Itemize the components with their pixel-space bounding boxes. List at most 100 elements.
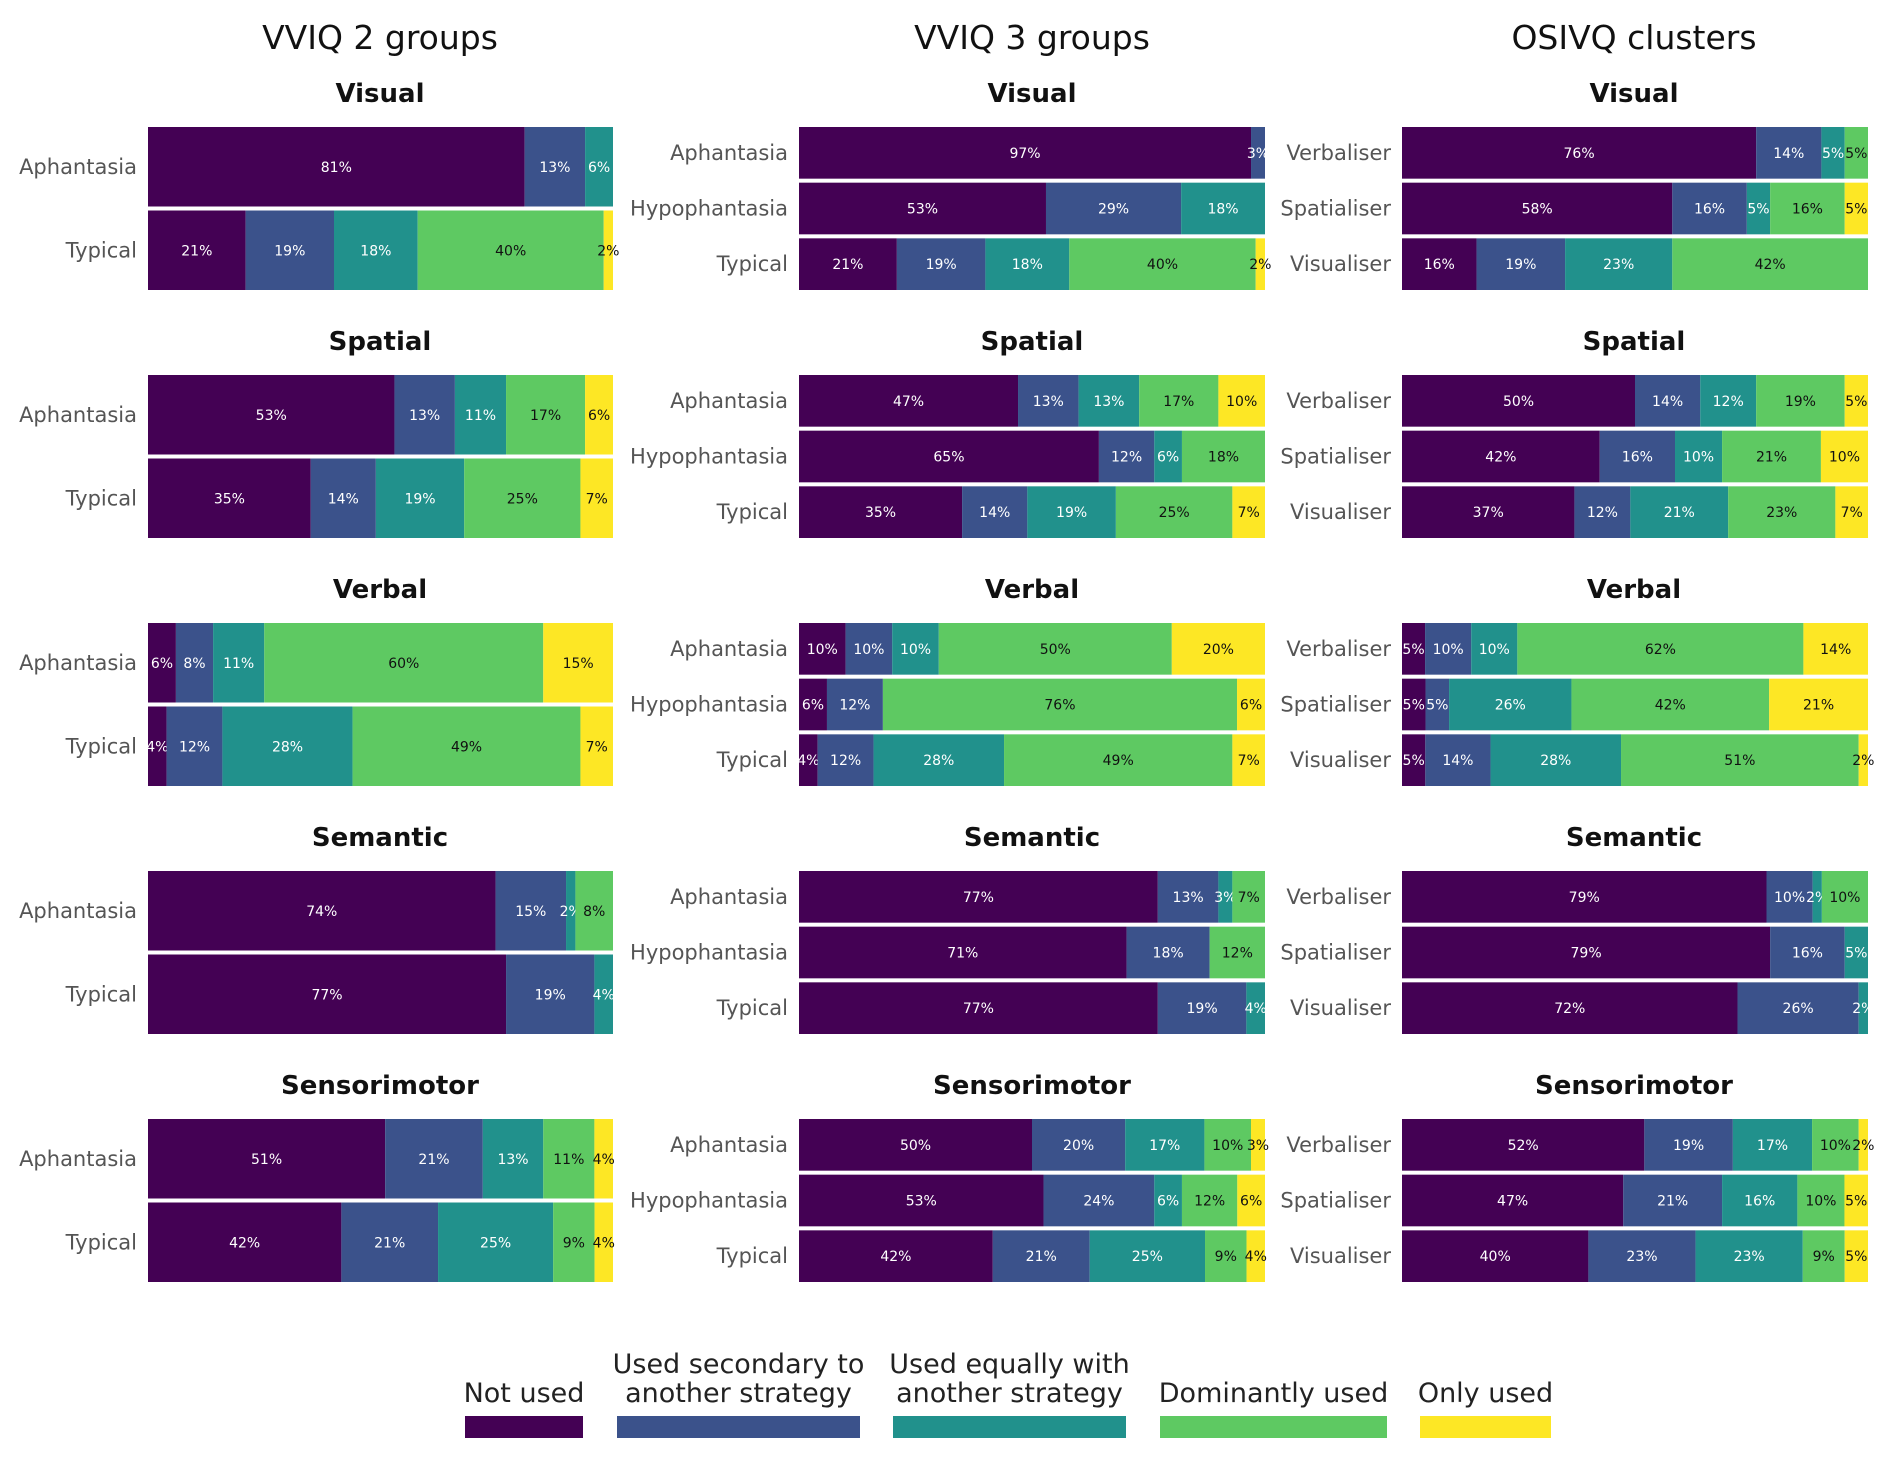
bar-segment-used-equally-with-another-strategy xyxy=(1722,1174,1798,1227)
bar-segment-used-equally-with-another-strategy xyxy=(585,127,613,207)
data-label: 65% xyxy=(933,450,964,466)
data-label: 49% xyxy=(1103,753,1134,769)
bar-segment-dominantly-used xyxy=(1181,430,1265,483)
data-label: 5% xyxy=(1822,146,1844,162)
bar-segment-used-equally-with-another-strategy xyxy=(1471,623,1518,675)
data-label: 20% xyxy=(1203,642,1234,658)
panel-title: Spatial xyxy=(1583,327,1686,357)
bar-segment-not-used xyxy=(1402,982,1738,1034)
bar-segment-only-used xyxy=(1237,678,1265,731)
data-label: 7% xyxy=(1238,505,1260,521)
data-label: 17% xyxy=(1757,1138,1788,1154)
data-label: 4% xyxy=(146,739,168,755)
data-label: 16% xyxy=(1792,202,1823,218)
group-label-aphantasia: Aphantasia xyxy=(19,651,137,675)
data-label: 14% xyxy=(328,491,359,507)
bar-segment-dominantly-used xyxy=(1672,238,1868,290)
bar-segment-dominantly-used xyxy=(1756,375,1845,427)
data-label: 3% xyxy=(1214,890,1236,906)
data-label: 23% xyxy=(1734,1249,1765,1265)
panel-title: Visual xyxy=(987,79,1076,109)
bar-segment-not-used xyxy=(799,926,1127,979)
group-label-typical: Typical xyxy=(65,982,137,1006)
data-label: 28% xyxy=(1540,753,1571,769)
bar-segment-not-used xyxy=(799,182,1046,235)
data-label: 4% xyxy=(1245,1249,1267,1265)
data-label: 77% xyxy=(963,1001,994,1017)
data-label: 21% xyxy=(1664,505,1695,521)
data-label: 18% xyxy=(1207,202,1238,218)
data-label: 14% xyxy=(1773,146,1804,162)
legend-swatch-not-used xyxy=(465,1416,583,1438)
bar-segment-not-used xyxy=(148,623,176,703)
panel-vviq-2-groups-visual: Visual Aphantasia 81% 13% 6% Typical 21% 19% 18%… xyxy=(19,79,619,290)
bar-segment-not-used xyxy=(148,1202,342,1282)
bar-segment-only-used xyxy=(1251,1119,1265,1171)
data-label: 2% xyxy=(1852,753,1874,769)
data-label: 21% xyxy=(832,257,863,273)
data-label: 77% xyxy=(311,987,342,1003)
bar-segment-used-equally-with-another-strategy xyxy=(1812,871,1822,923)
legend-swatch-used-secondary-to-another-strategy xyxy=(617,1416,860,1438)
bar-segment-used-equally-with-another-strategy xyxy=(1027,486,1116,538)
bar-segment-used-equally-with-another-strategy xyxy=(1844,926,1868,979)
bar-segment-dominantly-used xyxy=(882,678,1238,731)
data-label: 2% xyxy=(597,243,619,259)
data-label: 18% xyxy=(1153,946,1184,962)
data-label: 5% xyxy=(1845,202,1867,218)
bar-segment-used-secondary-to-another-strategy xyxy=(992,1230,1090,1282)
group-label-visualiser: Visualiser xyxy=(1290,996,1391,1020)
bar-segment-used-secondary-to-another-strategy xyxy=(495,871,567,951)
group-label-typical: Typical xyxy=(65,486,137,510)
bar-segment-only-used xyxy=(580,706,613,786)
data-label: 3% xyxy=(1247,146,1269,162)
data-label: 19% xyxy=(1505,257,1536,273)
bar-segment-used-equally-with-another-strategy xyxy=(1181,182,1265,235)
data-label: 74% xyxy=(306,904,337,920)
group-label-visualiser: Visualiser xyxy=(1290,1244,1391,1268)
bar-segment-not-used xyxy=(148,210,246,290)
data-label: 13% xyxy=(1093,394,1124,410)
bar-segment-used-secondary-to-another-strategy xyxy=(166,706,223,786)
bar-segment-only-used xyxy=(1237,1174,1265,1227)
bar-segment-used-secondary-to-another-strategy xyxy=(1425,734,1491,786)
panel-title: Spatial xyxy=(329,327,432,357)
bar-segment-dominantly-used xyxy=(1205,1230,1247,1282)
bar-segment-dominantly-used xyxy=(1232,871,1265,923)
bar-segment-used-equally-with-another-strategy xyxy=(334,210,418,290)
bar-segment-used-secondary-to-another-strategy xyxy=(175,623,214,703)
data-label: 13% xyxy=(539,160,570,176)
group-label-aphantasia: Aphantasia xyxy=(670,389,788,413)
data-label: 6% xyxy=(151,656,173,672)
bar-segment-not-used xyxy=(1402,623,1426,675)
bar-segment-not-used xyxy=(148,871,496,951)
bar-segment-dominantly-used xyxy=(1812,1119,1859,1171)
bar-segment-used-secondary-to-another-strategy xyxy=(245,210,334,290)
data-label: 76% xyxy=(1044,698,1075,714)
group-label-visualiser: Visualiser xyxy=(1290,252,1391,276)
legend-label: Not used xyxy=(464,1378,585,1409)
data-label: 12% xyxy=(1222,946,1253,962)
bar-segment-not-used xyxy=(148,375,395,455)
bar-segment-not-used xyxy=(1402,734,1426,786)
bar-segment-not-used xyxy=(1402,1119,1645,1171)
bar-segment-only-used xyxy=(1246,1230,1265,1282)
bar-segment-used-equally-with-another-strategy xyxy=(375,458,465,538)
panel-osivq-clusters-spatial: Spatial Verbaliser 50% 14% 12% 19% 5% Spatialis… xyxy=(1280,327,1868,538)
data-label: 50% xyxy=(1503,394,1534,410)
panel-title: Semantic xyxy=(1566,823,1702,853)
group-label-spatialiser: Spatialiser xyxy=(1280,693,1391,717)
data-label: 71% xyxy=(947,946,978,962)
bar-segment-used-secondary-to-another-strategy xyxy=(1476,238,1566,290)
data-label: 20% xyxy=(1063,1138,1094,1154)
data-label: 17% xyxy=(530,408,561,424)
data-label: 10% xyxy=(1774,890,1805,906)
bar-segment-only-used xyxy=(1769,678,1868,731)
data-label: 15% xyxy=(515,904,546,920)
data-label: 21% xyxy=(374,1235,405,1251)
data-label: 23% xyxy=(1766,505,1797,521)
bar-segment-dominantly-used xyxy=(1722,430,1821,483)
data-label: 15% xyxy=(563,656,594,672)
data-label: 19% xyxy=(274,243,305,259)
group-label-aphantasia: Aphantasia xyxy=(670,141,788,165)
